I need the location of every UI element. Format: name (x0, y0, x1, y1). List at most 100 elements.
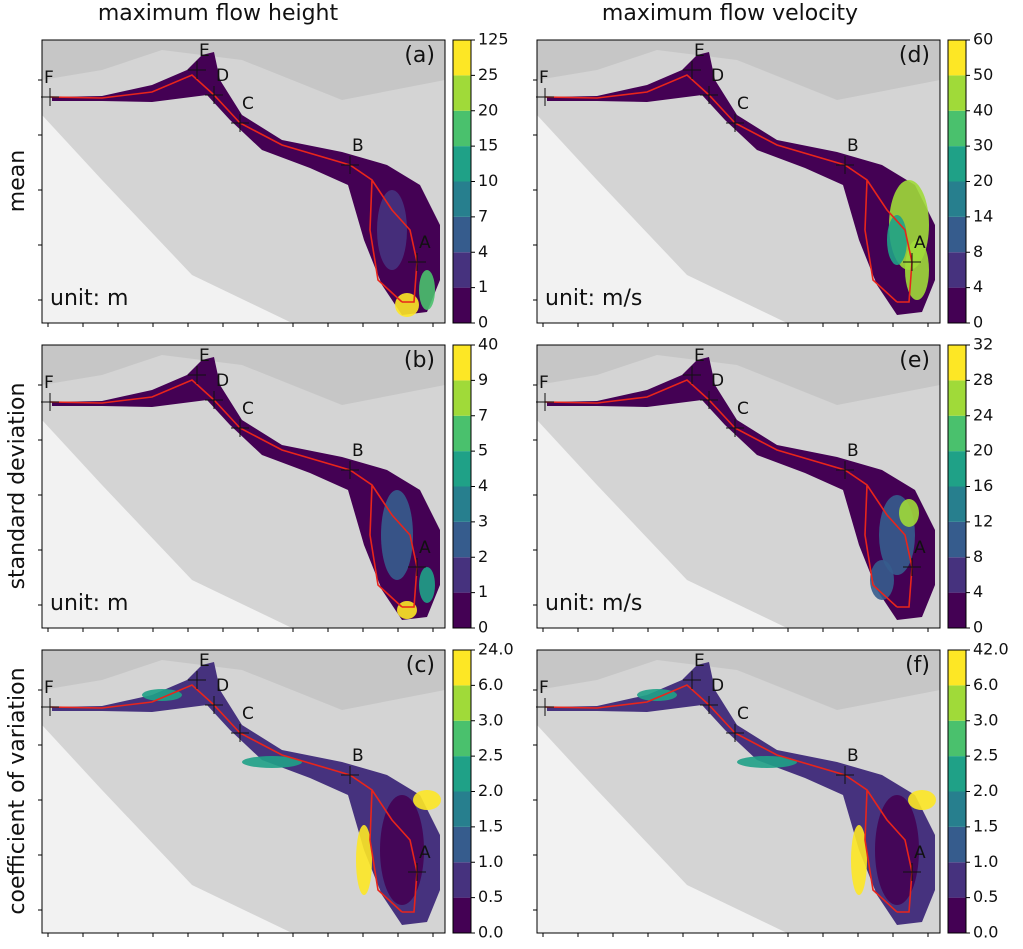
colorbar-band (948, 792, 966, 827)
unit-label: unit: m/s (545, 591, 642, 616)
colorbar-band (948, 416, 966, 451)
point-label: D (216, 676, 229, 696)
colorbar-band (948, 217, 966, 252)
flow-zone (637, 689, 677, 701)
colorbar-band (453, 827, 471, 862)
colorbar-label: 14 (973, 206, 993, 225)
panel-label: (f) (905, 653, 930, 678)
colorbar-label: 50 (973, 65, 993, 84)
flow-zone (413, 790, 441, 810)
colorbar-label: 1.5 (973, 816, 998, 835)
colorbar-label: 6.0 (973, 675, 998, 694)
colorbar-label: 7 (478, 405, 488, 424)
colorbar-band (453, 487, 471, 522)
colorbar-label: 0 (973, 618, 983, 637)
colorbar-label: 5 (478, 441, 488, 460)
colorbar-label: 1.0 (478, 852, 503, 871)
panel-label: (c) (406, 653, 435, 678)
colorbar-band (453, 146, 471, 181)
point-label: D (711, 676, 724, 696)
colorbar-label: 6.0 (478, 675, 503, 694)
colorbar-label: 2 (478, 547, 488, 566)
point-label: E (694, 41, 705, 61)
colorbar-band (453, 75, 471, 110)
figure: maximum flow height maximum flow velocit… (0, 0, 1023, 949)
point-label: F (44, 373, 54, 393)
colorbar-band (453, 522, 471, 557)
point-label: B (352, 746, 364, 766)
point-label: B (847, 746, 859, 766)
colorbar-band (948, 146, 966, 181)
colorbar-band (453, 557, 471, 592)
colorbar-band (948, 345, 966, 380)
point-label: F (44, 68, 54, 88)
colorbar-label: 0.5 (478, 887, 503, 906)
point-label: F (539, 373, 549, 393)
colorbar-label: 3.0 (478, 710, 503, 729)
colorbar-label: 4 (973, 277, 983, 296)
point-label: B (847, 441, 859, 461)
colorbar-band (948, 593, 966, 628)
colorbar-label: 8 (973, 242, 983, 261)
flow-zone (395, 293, 419, 317)
colorbar-band (453, 345, 471, 380)
flow-zone (142, 689, 182, 701)
colorbar-band (453, 288, 471, 323)
point-label: C (737, 94, 749, 114)
colorbar-label: 7 (478, 206, 488, 225)
unit-label: unit: m/s (545, 286, 642, 311)
point-label: E (199, 346, 210, 366)
column-title: maximum flow height (98, 1, 339, 26)
point-label: E (694, 346, 705, 366)
point-label: F (539, 68, 549, 88)
colorbar-label: 1.5 (478, 816, 503, 835)
colorbar-label: 10 (478, 171, 498, 190)
colorbar-label: 32 (973, 335, 993, 354)
colorbar-label: 0 (973, 313, 983, 332)
colorbar-band (453, 451, 471, 486)
colorbar-label: 20 (973, 441, 993, 460)
colorbar-label: 15 (478, 136, 498, 155)
colorbar-label: 40 (478, 335, 498, 354)
point-label: C (242, 399, 254, 419)
point-label: A (419, 233, 431, 253)
colorbar-band (948, 111, 966, 146)
unit-label: unit: m (50, 286, 128, 311)
colorbar-band (453, 650, 471, 685)
panel-label: (e) (899, 348, 930, 373)
flow-zone (419, 567, 435, 603)
point-label: E (199, 651, 210, 671)
colorbar-band (453, 416, 471, 451)
colorbar-label: 1 (478, 582, 488, 601)
colorbar-band (948, 252, 966, 287)
colorbar-band (453, 40, 471, 75)
colorbar-band (948, 862, 966, 897)
colorbar-label: 2.0 (973, 781, 998, 800)
colorbar-label: 40 (973, 100, 993, 119)
colorbar-band (453, 593, 471, 628)
flow-zone (908, 790, 936, 810)
colorbar-band (453, 685, 471, 720)
colorbar-label: 12 (973, 511, 993, 530)
colorbar-band (948, 487, 966, 522)
colorbar-band (948, 40, 966, 75)
colorbar-band (948, 827, 966, 862)
point-label: F (539, 678, 549, 698)
colorbar-band (453, 898, 471, 933)
colorbar-band (948, 75, 966, 110)
colorbar-label: 30 (973, 136, 993, 155)
colorbar-band (453, 721, 471, 756)
flow-zone (899, 499, 919, 527)
colorbar-label: 42.0 (973, 640, 1009, 659)
colorbar-label: 24 (973, 405, 993, 424)
colorbar-label: 1 (478, 277, 488, 296)
colorbar-band (948, 288, 966, 323)
colorbar-band (453, 252, 471, 287)
colorbar-label: 0.5 (973, 887, 998, 906)
colorbar-band (453, 182, 471, 217)
colorbar-label: 9 (478, 370, 488, 389)
colorbar-band (453, 756, 471, 791)
panel-label: (d) (899, 43, 930, 68)
colorbar-label: 24.0 (478, 640, 514, 659)
flow-zone (887, 215, 907, 265)
